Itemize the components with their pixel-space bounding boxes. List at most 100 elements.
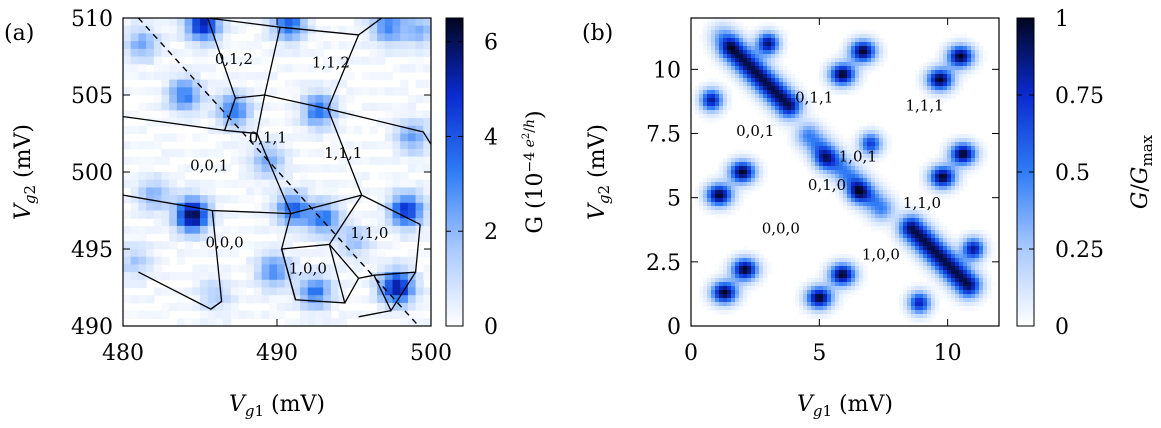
heatmap-cell	[699, 286, 704, 291]
heatmap-cell	[799, 290, 804, 295]
heatmap-cell	[169, 95, 178, 104]
heatmap-cell	[915, 314, 920, 319]
heatmap-cell	[783, 78, 788, 83]
heatmap-cell	[851, 202, 856, 207]
heatmap-cell	[851, 286, 856, 291]
heatmap-cell	[815, 298, 820, 303]
heatmap-cell	[875, 66, 880, 71]
heatmap-cell	[835, 66, 840, 71]
heatmap-cell	[963, 274, 968, 279]
heatmap-cell	[711, 110, 716, 115]
heatmap-cell	[979, 162, 984, 167]
heatmap-cell	[967, 42, 972, 47]
heatmap-cell	[755, 170, 760, 175]
heatmap-cell	[230, 241, 240, 250]
heatmap-cell	[967, 142, 972, 147]
heatmap-cell	[727, 202, 732, 207]
heatmap-cell	[871, 158, 876, 163]
heatmap-cell	[839, 66, 844, 71]
heatmap-cell	[223, 210, 232, 219]
heatmap-cell	[338, 102, 347, 111]
heatmap-cell	[215, 210, 224, 219]
heatmap-cell	[855, 290, 860, 295]
heatmap-cell	[839, 278, 844, 283]
heatmap-cell	[795, 154, 800, 159]
heatmap-cell	[835, 294, 840, 299]
heatmap-cell	[731, 70, 736, 75]
heatmap-cell	[843, 58, 848, 63]
heatmap-cell	[875, 158, 880, 163]
heatmap-cell	[246, 187, 255, 196]
heatmap-cell	[927, 166, 932, 171]
heatmap-cell	[763, 66, 768, 71]
heatmap-cell	[755, 102, 760, 107]
heatmap-cell	[146, 179, 155, 188]
heatmap-cell	[230, 179, 240, 188]
heatmap-cell	[943, 138, 948, 143]
heatmap-cell	[971, 142, 976, 147]
heatmap-cell	[839, 286, 844, 291]
heatmap-cell	[727, 174, 732, 179]
heatmap-cell	[192, 41, 201, 50]
heatmap-cell	[787, 126, 792, 131]
heatmap-cell	[138, 64, 147, 73]
heatmap-cell	[939, 98, 944, 103]
heatmap-cell	[123, 256, 132, 265]
heatmap-cell	[831, 134, 836, 139]
heatmap-cell	[384, 18, 394, 27]
heatmap-cell	[883, 230, 888, 235]
heatmap-cell	[423, 272, 431, 281]
heatmap-cell	[771, 22, 776, 27]
heatmap-cell	[747, 250, 752, 255]
heatmap-cell	[931, 258, 936, 263]
heatmap-cell	[759, 178, 764, 183]
heatmap-cell	[727, 294, 732, 299]
heatmap-cell	[361, 141, 370, 150]
heatmap-cell	[161, 133, 170, 142]
heatmap-cell	[983, 142, 988, 147]
heatmap-cell	[791, 110, 796, 115]
heatmap-cell	[959, 50, 964, 55]
heatmap-cell	[951, 74, 956, 79]
heatmap-cell	[911, 290, 916, 295]
heatmap-cell	[246, 295, 255, 304]
heatmap-cell	[338, 25, 347, 34]
heatmap-cell	[292, 148, 301, 158]
heatmap-cell	[767, 114, 772, 119]
heatmap-cell	[807, 158, 812, 163]
heatmap-cell	[307, 287, 317, 296]
heatmap-cell	[815, 278, 820, 283]
heatmap-cell	[423, 179, 431, 188]
heatmap-cell	[277, 25, 286, 34]
heatmap-cell	[735, 302, 740, 307]
heatmap-cell	[361, 195, 370, 204]
heatmap-cell	[827, 310, 832, 315]
heatmap-cell	[723, 206, 728, 211]
heatmap-cell	[138, 102, 147, 111]
heatmap-cell	[883, 142, 888, 147]
heatmap-cell	[923, 186, 928, 191]
heatmap-cell	[839, 82, 844, 87]
heatmap-cell	[269, 287, 278, 296]
heatmap-cell	[176, 56, 186, 65]
heatmap-cell	[823, 146, 828, 151]
heatmap-cell	[138, 141, 147, 150]
heatmap-cell	[707, 290, 712, 295]
heatmap-cell	[887, 138, 892, 143]
heatmap-cell	[987, 278, 992, 283]
heatmap-cell	[859, 274, 864, 279]
heatmap-cell	[715, 278, 720, 283]
heatmap-cell	[767, 262, 772, 267]
heatmap-cell	[943, 294, 948, 299]
heatmap-cell	[775, 98, 780, 103]
heatmap-cell	[361, 279, 370, 289]
heatmap-cell	[300, 225, 309, 235]
heatmap-cell	[935, 294, 940, 299]
heatmap-cell	[975, 230, 980, 235]
heatmap-cell	[169, 187, 178, 196]
heatmap-cell	[739, 198, 744, 203]
heatmap-cell	[747, 38, 752, 43]
heatmap-cell	[207, 249, 216, 258]
heatmap-cell	[947, 258, 952, 263]
heatmap-cell	[903, 290, 908, 295]
